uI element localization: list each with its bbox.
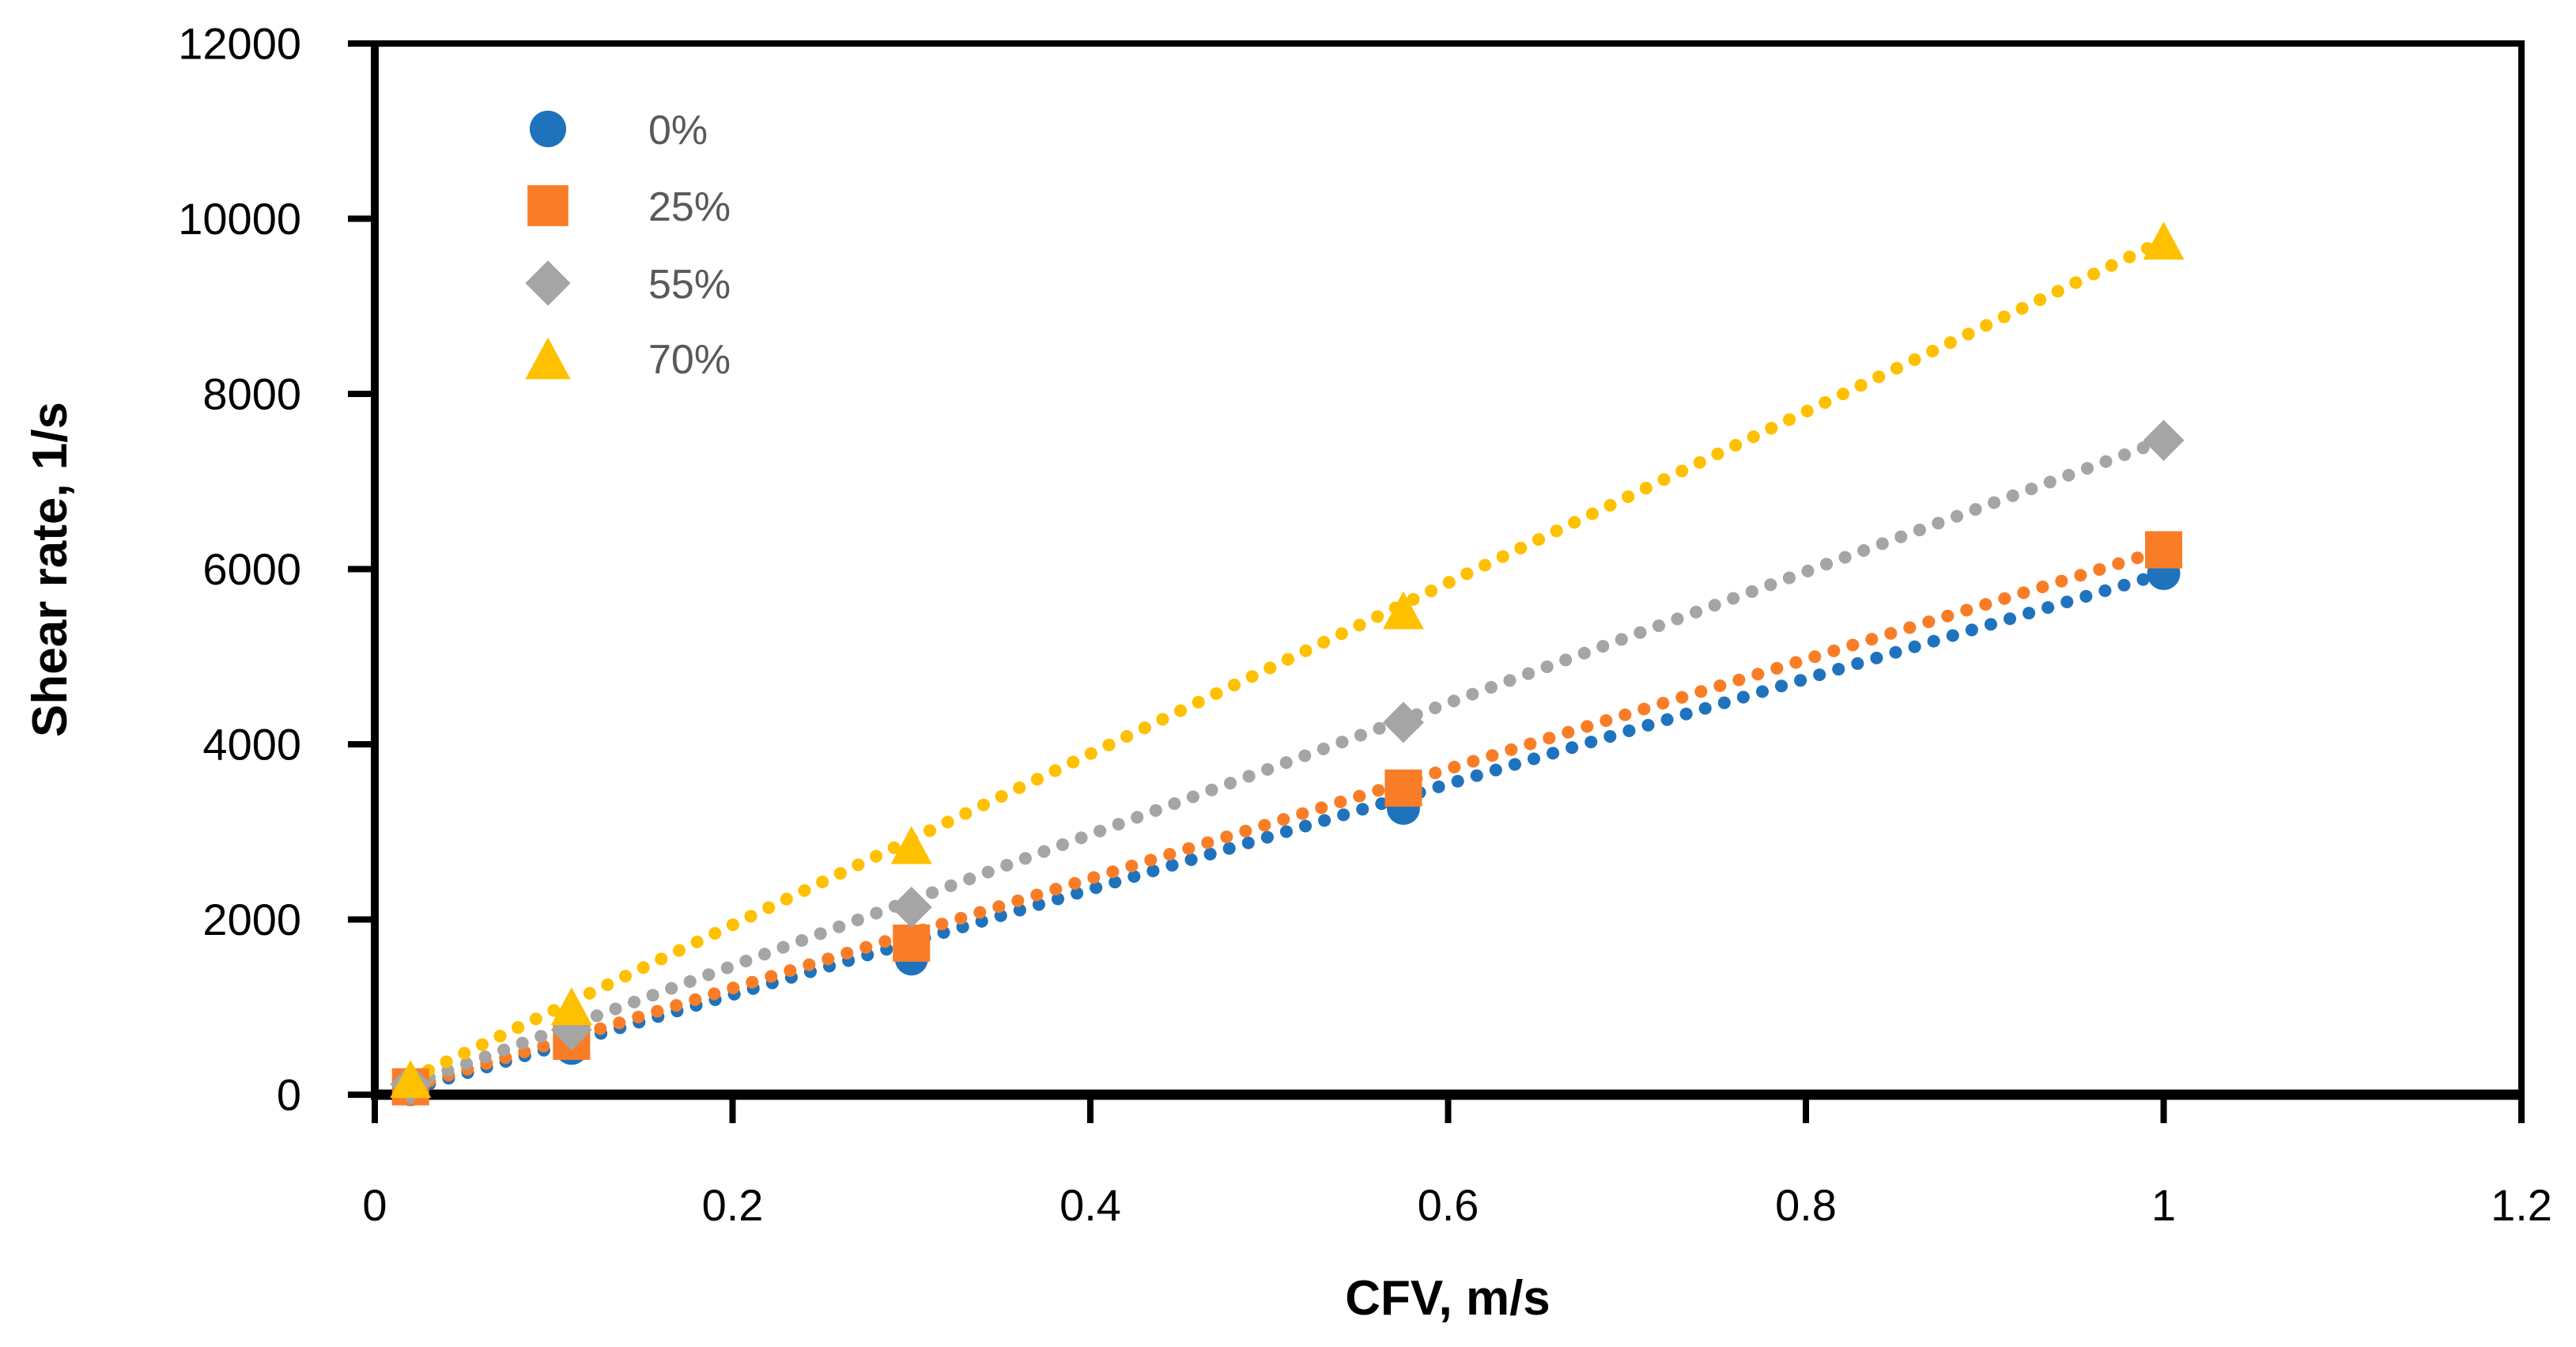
data-point-70%-0 [390,1060,432,1099]
y-tick-label: 10000 [178,194,301,244]
y-tick-label: 12000 [178,19,301,69]
y-tick-label: 4000 [202,720,301,770]
legend-label-70pct: 70% [648,337,731,383]
y-tick-label: 0 [277,1070,301,1120]
x-tick-label: 1 [2151,1180,2176,1230]
data-point-25%-4 [2145,531,2182,569]
x-tick-label: 0.4 [1059,1180,1121,1230]
data-point-55%-2 [890,886,932,928]
x-axis-title: CFV, m/s [1345,1271,1551,1326]
x-tick-label: 0 [362,1180,387,1230]
y-axis-ticks: 0 2000 4000 6000 8000 10000 12000 [178,19,373,1120]
x-tick-label: 0.8 [1775,1180,1837,1230]
x-tick-label: 0.2 [702,1180,764,1230]
trendline-70% [404,234,2170,1086]
trendline-25% [404,543,2170,1094]
y-axis-title: Shear rate, 1/s [23,402,77,737]
data-point-70%-3 [1382,591,1424,630]
legend-label-55pct: 55% [648,262,731,308]
series-70% [390,221,2185,1099]
legend-label-0pct: 0% [648,108,708,153]
data-point-70%-2 [890,826,932,865]
data-markers-layer [390,221,2185,1107]
x-axis-ticks: 0 0.2 0.4 0.6 0.8 1 1.2 [362,1098,2552,1230]
x-tick-label: 1.2 [2491,1180,2552,1230]
data-point-70%-4 [2143,221,2185,260]
data-point-25%-3 [1384,769,1422,807]
legend-markers-layer [525,110,571,380]
data-point-25%-2 [893,924,931,962]
trendline-0% [404,567,2170,1096]
x-tick-label: 0.6 [1418,1180,1479,1230]
y-tick-label: 2000 [202,895,301,944]
y-tick-label: 8000 [202,369,301,419]
legend-marker-25% [527,185,568,226]
data-point-55%-4 [2143,419,2185,461]
data-point-55%-3 [1382,702,1424,743]
data-point-70%-1 [550,987,592,1026]
legend-label-25pct: 25% [648,184,731,230]
legend-marker-55% [525,260,571,306]
legend-marker-70% [525,337,571,380]
trendlines-layer [404,234,2170,1096]
legend-marker-0% [529,110,567,148]
y-tick-label: 6000 [202,544,301,594]
trendline-55% [404,433,2170,1091]
